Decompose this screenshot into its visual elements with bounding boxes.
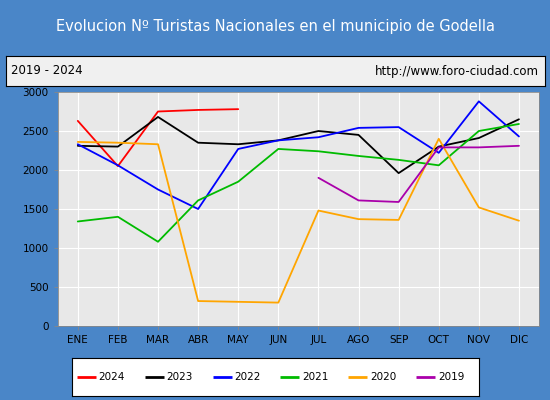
Text: http://www.foro-ciudad.com: http://www.foro-ciudad.com [375, 64, 539, 78]
Text: 2023: 2023 [167, 372, 193, 382]
Text: 2019: 2019 [438, 372, 464, 382]
Text: 2020: 2020 [370, 372, 396, 382]
Text: Evolucion Nº Turistas Nacionales en el municipio de Godella: Evolucion Nº Turistas Nacionales en el m… [56, 20, 494, 34]
Text: 2019 - 2024: 2019 - 2024 [11, 64, 82, 78]
Text: 2022: 2022 [234, 372, 261, 382]
Text: 2024: 2024 [98, 372, 125, 382]
Text: 2021: 2021 [302, 372, 328, 382]
